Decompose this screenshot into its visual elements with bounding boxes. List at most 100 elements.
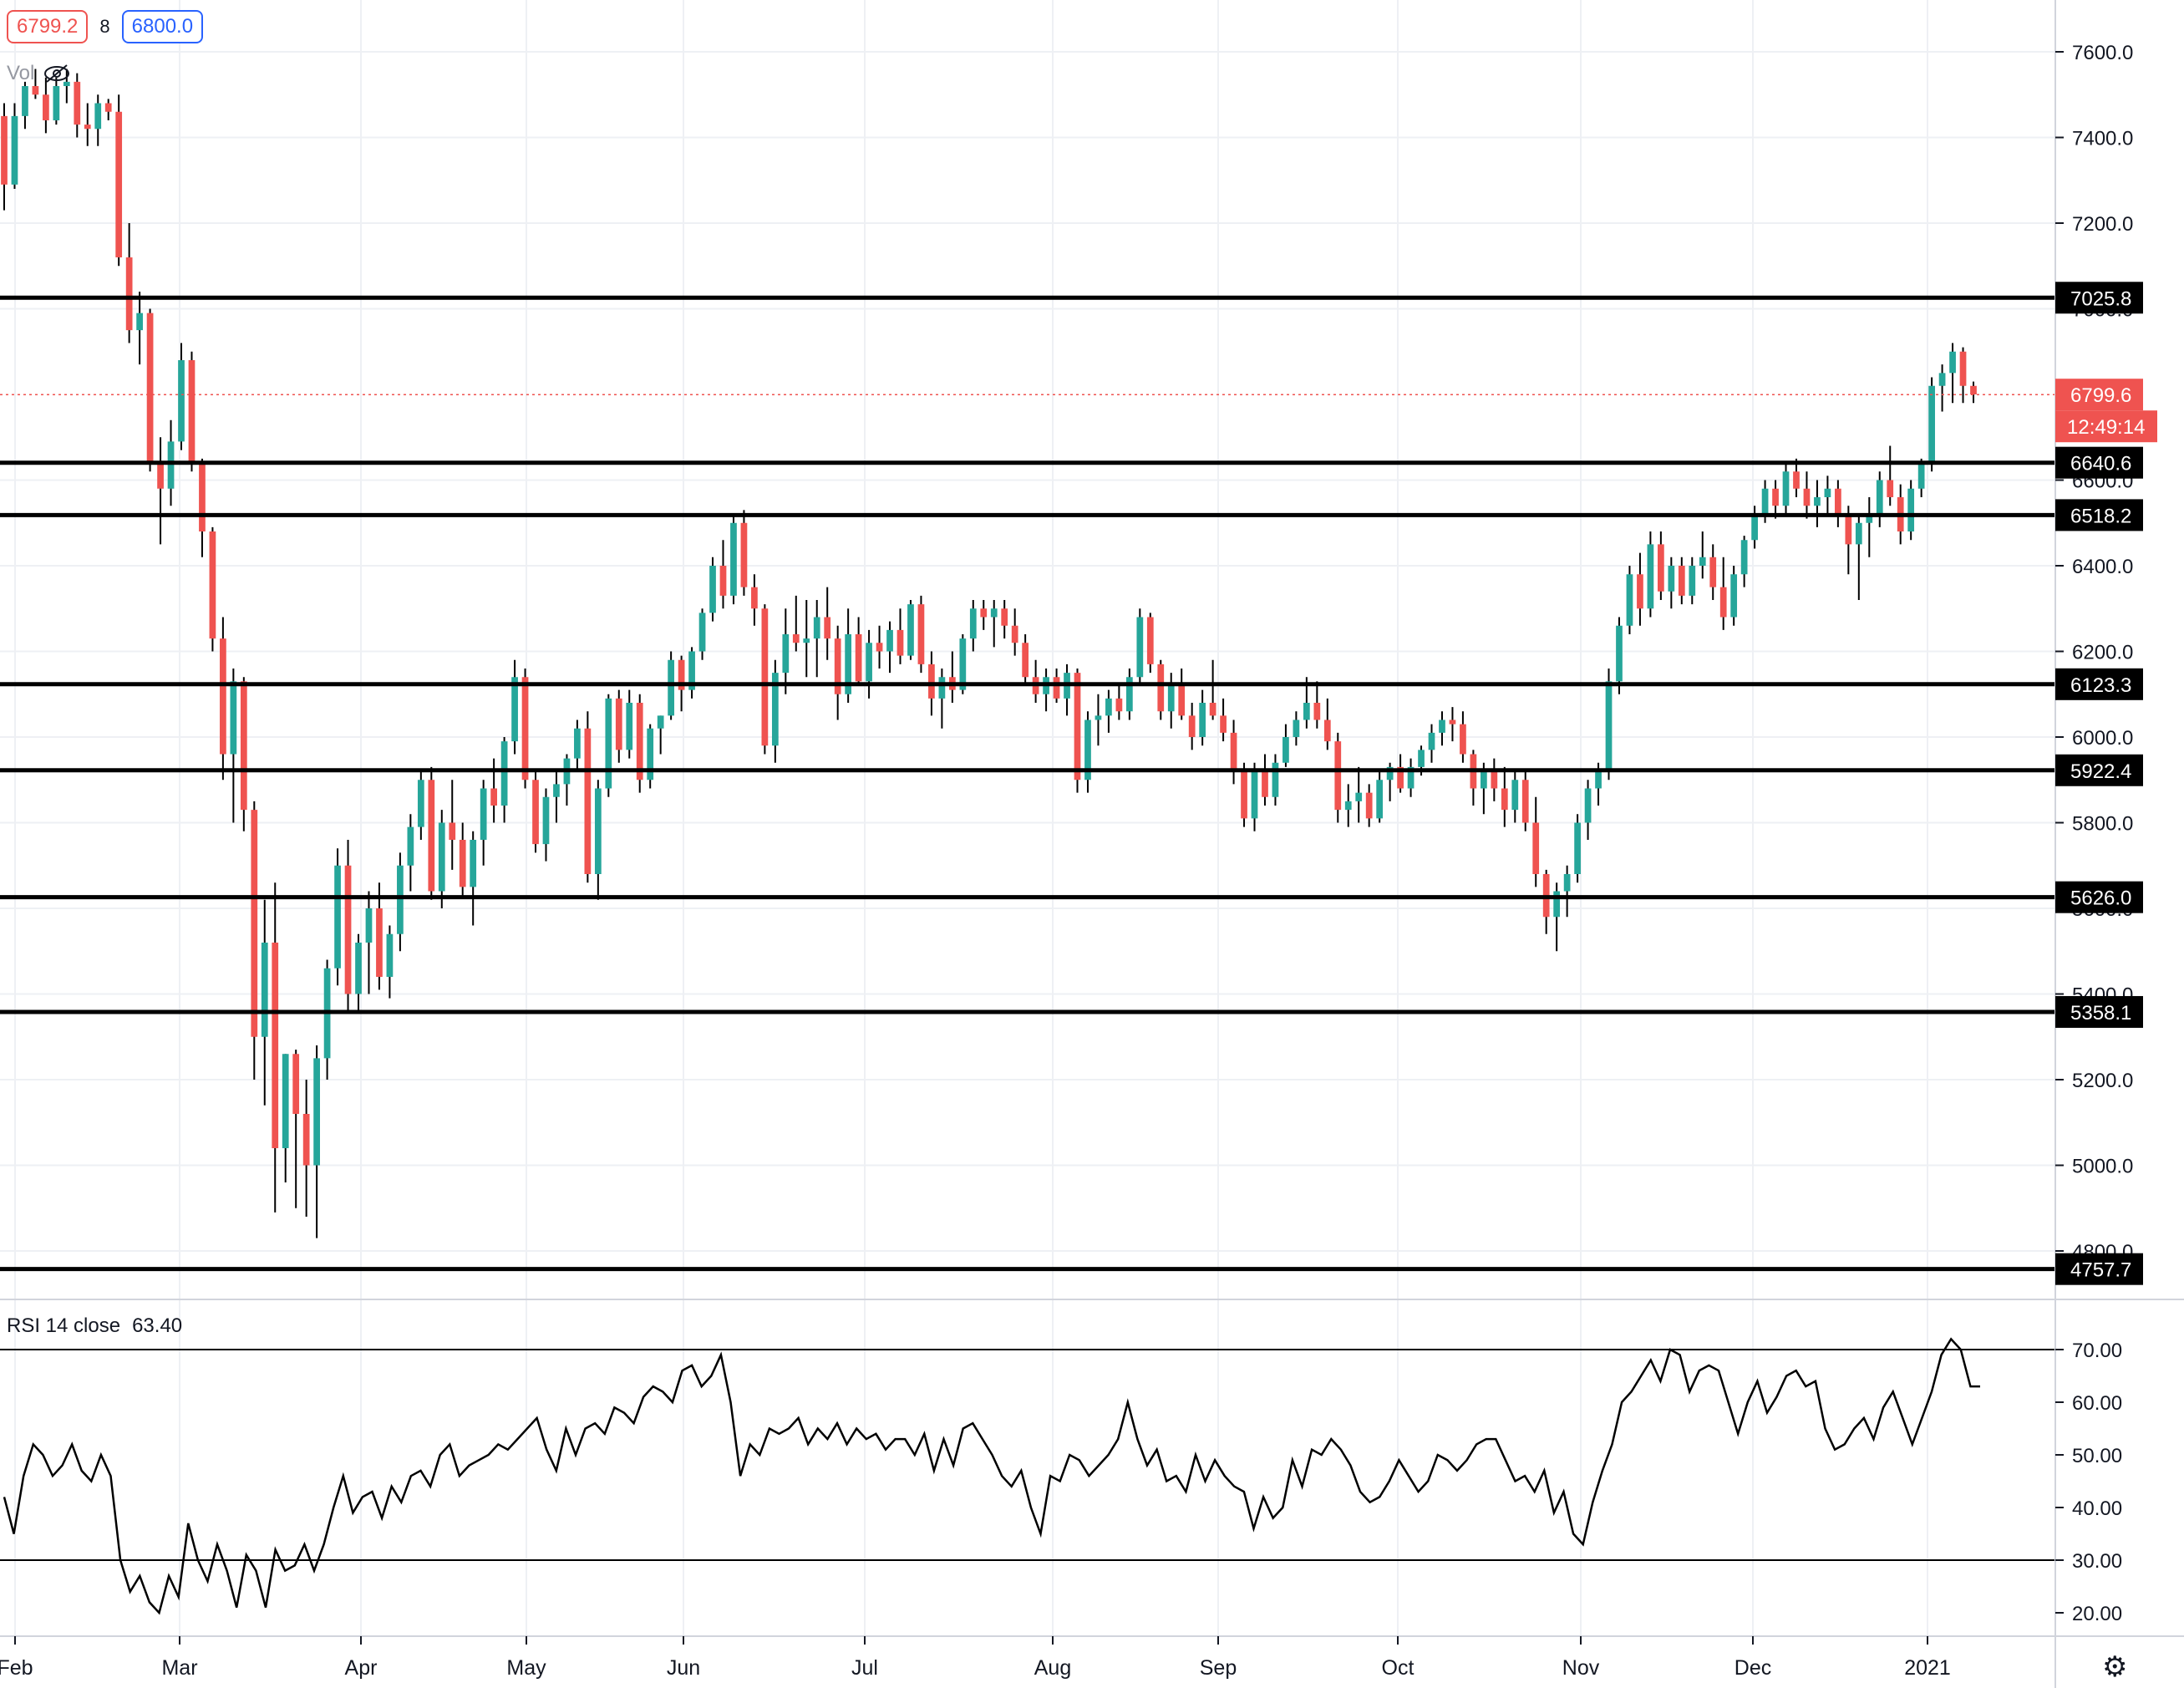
level-price-tag-label: 6123.3 [2070, 674, 2131, 697]
candle-up [886, 629, 893, 652]
candle-down [1074, 673, 1081, 780]
time-tick-label: Nov [1562, 1656, 1600, 1680]
candle-down [1230, 732, 1237, 771]
candle-down [449, 822, 456, 840]
candle-down [917, 604, 925, 664]
candle-down [428, 780, 435, 892]
time-tick-label: Apr [345, 1656, 378, 1680]
candle-up [938, 677, 946, 699]
candle-up [1105, 698, 1112, 716]
candle-down [761, 608, 769, 746]
candle-up [907, 604, 914, 656]
price-tick-label: 7200.0 [2072, 213, 2133, 236]
candle-up [1407, 766, 1415, 789]
candle-up [1938, 373, 1946, 386]
candle-down [220, 638, 226, 755]
time-tick-label: Sep [1200, 1656, 1237, 1680]
candle-down [824, 617, 831, 639]
candle-up [1574, 822, 1581, 874]
candle-down [521, 677, 529, 780]
candle-up [261, 943, 268, 1037]
candle-up [657, 715, 664, 729]
candle-up [730, 522, 737, 596]
time-tick-label: Feb [0, 1656, 33, 1680]
rsi-tick-label: 70.00 [2072, 1340, 2122, 1362]
rsi-value: 63.40 [132, 1314, 183, 1337]
candle-up [178, 360, 185, 442]
candle-down [199, 463, 206, 531]
candle-up [313, 1058, 320, 1166]
candle-up [511, 677, 518, 742]
candle-up [1355, 792, 1363, 801]
candle-down [896, 629, 904, 656]
time-tick-label: Aug [1034, 1656, 1071, 1680]
candle-up [1907, 488, 1915, 531]
candle-down [115, 111, 123, 257]
candle-up [803, 638, 810, 643]
candle-up [365, 908, 373, 943]
candle-down [157, 463, 164, 489]
candle-down [74, 81, 81, 125]
level-price-tag-label: 7025.8 [2070, 287, 2131, 310]
candle-up [605, 698, 612, 789]
time-tick-label: Mar [161, 1656, 197, 1680]
candle-down [84, 125, 91, 130]
buy-price-button[interactable]: 6800.0 [121, 10, 204, 43]
candle-up [1949, 351, 1956, 374]
candle-up [1761, 488, 1769, 515]
candle-up [1917, 463, 1925, 489]
time-tick-label: 2021 [1904, 1656, 1951, 1680]
candle-down [1460, 724, 1466, 755]
candle-down [1146, 617, 1154, 664]
candle-up [1136, 617, 1144, 678]
candle-down [1501, 788, 1508, 811]
time-tick-label: Jul [851, 1656, 878, 1680]
candle-up [334, 865, 341, 969]
candle-up [1439, 719, 1445, 733]
candle-up [1928, 385, 1935, 463]
candle-up [1428, 732, 1435, 750]
candle-up [1876, 480, 1883, 515]
candle-down [740, 522, 748, 587]
level-price-tag [2055, 282, 2143, 314]
candle-up [11, 115, 18, 185]
candle-up [1647, 544, 1654, 609]
candle-down [1313, 703, 1321, 720]
candle-down [615, 698, 622, 750]
candle-up [1824, 488, 1831, 497]
candle-up [1251, 771, 1258, 819]
candle-up [1511, 780, 1519, 811]
candle-down [1323, 719, 1331, 742]
candle-down [928, 664, 935, 699]
level-price-tag [2055, 668, 2143, 700]
sell-price-button[interactable]: 6799.2 [7, 10, 89, 43]
candle-up [1616, 625, 1623, 682]
candle-down [490, 788, 497, 806]
eye-off-icon[interactable] [43, 64, 71, 84]
price-tick-label: 5800.0 [2072, 813, 2133, 836]
candle-up [1563, 874, 1571, 892]
candle-up [1782, 471, 1790, 506]
candle-down [344, 865, 352, 994]
candle-up [990, 608, 998, 618]
candle-up [959, 638, 967, 690]
candle-up [53, 86, 60, 120]
candle-down [1188, 715, 1196, 737]
candle-up [1814, 497, 1821, 506]
candle-down [678, 659, 685, 690]
candle-up [1699, 557, 1706, 566]
level-price-tag-label: 6518.2 [2070, 505, 2131, 527]
candle-down [1532, 822, 1540, 874]
price-tick-label: 6400.0 [2072, 556, 2133, 578]
candle-up [94, 103, 102, 130]
candle-down [1521, 780, 1529, 823]
candle-up [668, 659, 675, 716]
candle-down [1793, 471, 1800, 489]
rsi-line [3, 1337, 1980, 1615]
level-price-tag [2055, 754, 2143, 786]
gear-icon[interactable]: ⚙ [2102, 1651, 2128, 1683]
candle-down [1115, 698, 1123, 712]
quote-toolbar: 6799.2 8 6800.0 [7, 10, 204, 43]
level-price-tag [2055, 995, 2143, 1028]
